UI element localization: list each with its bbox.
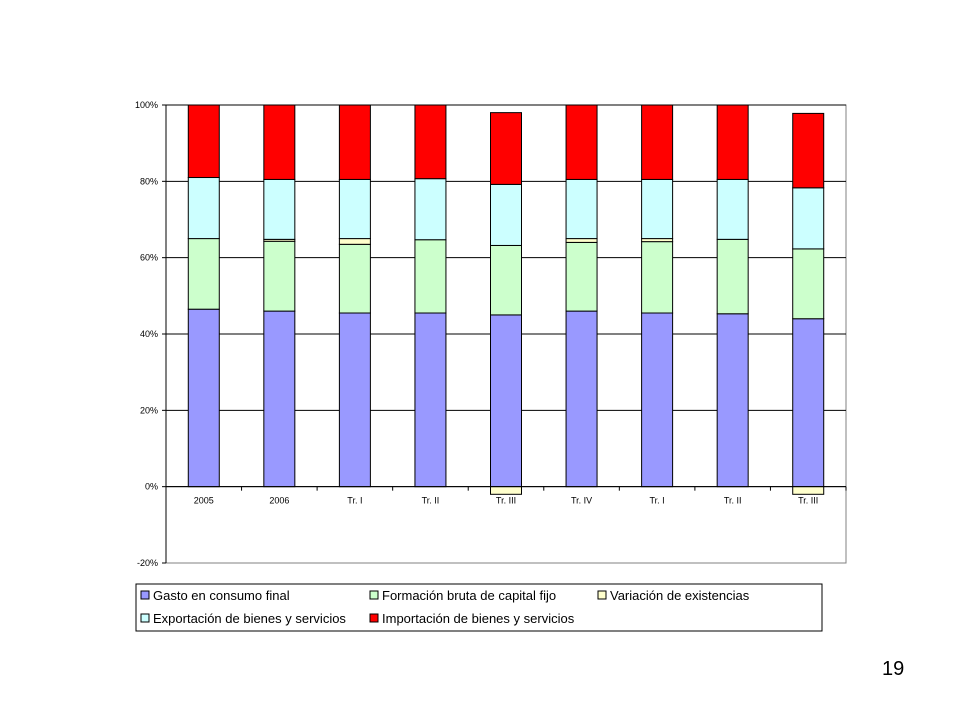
bar-segment [338, 312, 371, 488]
bar-segment [414, 239, 447, 314]
bar-segment [641, 178, 674, 240]
x-tick-label: Tr. IV [571, 496, 592, 506]
legend-swatch [140, 590, 150, 600]
bar-segment [565, 310, 598, 488]
y-tick-label: 80% [140, 176, 158, 186]
x-tick-label: 2006 [269, 496, 289, 506]
bar-segment [792, 318, 825, 488]
legend-label: Variación de existencias [610, 588, 750, 603]
bar-segment [187, 308, 220, 488]
bar-segment [641, 312, 674, 488]
bar-segment [716, 104, 749, 180]
bar-segment [263, 104, 296, 180]
bar-segment [792, 248, 825, 320]
legend-label: Formación bruta de capital fijo [382, 588, 556, 603]
bar-segment [414, 312, 447, 488]
bar-segment [716, 178, 749, 240]
bar-segment [490, 112, 522, 185]
bar-segment [490, 183, 522, 246]
legend-swatch [140, 613, 150, 623]
bar-segment [187, 104, 220, 179]
page-number: 19 [882, 658, 905, 680]
bar-segment [792, 486, 825, 495]
x-tick-label: Tr. III [496, 496, 516, 506]
bar-segment [641, 104, 674, 180]
bar-segment [263, 240, 296, 312]
legend [135, 583, 823, 632]
bar-segment [565, 241, 598, 312]
x-tick-label: 2005 [194, 496, 214, 506]
legend-label: Exportación de bienes y servicios [153, 611, 346, 626]
bar-segment [565, 238, 598, 243]
legend-swatch [369, 613, 379, 623]
bar-segment [792, 187, 825, 250]
bar-segment [338, 238, 371, 245]
bar-segment [716, 238, 749, 315]
bar-segment [490, 314, 522, 488]
legend-label: Importación de bienes y servicios [382, 611, 575, 626]
legend-label: Gasto en consumo final [153, 588, 290, 603]
y-tick-label: 40% [140, 329, 158, 339]
bar-segment [263, 310, 296, 488]
bar-segment [187, 177, 220, 240]
bar-segment [338, 243, 371, 314]
x-tick-label: Tr. II [422, 496, 440, 506]
y-tick-label: 20% [140, 405, 158, 415]
bar-segment [792, 112, 825, 189]
y-tick-label: 0% [145, 482, 158, 492]
y-tick-label: -20% [137, 558, 158, 568]
y-tick-label: 60% [140, 253, 158, 263]
x-tick-label: Tr. I [650, 496, 665, 506]
x-tick-label: Tr. III [798, 496, 818, 506]
x-tick-label: Tr. I [347, 496, 362, 506]
y-tick-label: 100% [135, 100, 158, 110]
bar-segment [565, 104, 598, 180]
bar-segment [187, 238, 220, 310]
legend-swatch [369, 590, 379, 600]
bar-segment [414, 104, 447, 180]
bar-segment [565, 178, 598, 240]
bar-segment [641, 241, 674, 314]
bar-segment [338, 178, 371, 240]
bar-segment [338, 104, 371, 180]
bar-segment [263, 178, 296, 240]
legend-swatch [597, 590, 607, 600]
bar-segment [716, 313, 749, 488]
bar-segment [490, 244, 522, 316]
bar-segment [414, 178, 447, 241]
bar-segment [490, 486, 522, 495]
x-tick-label: Tr. II [724, 496, 742, 506]
